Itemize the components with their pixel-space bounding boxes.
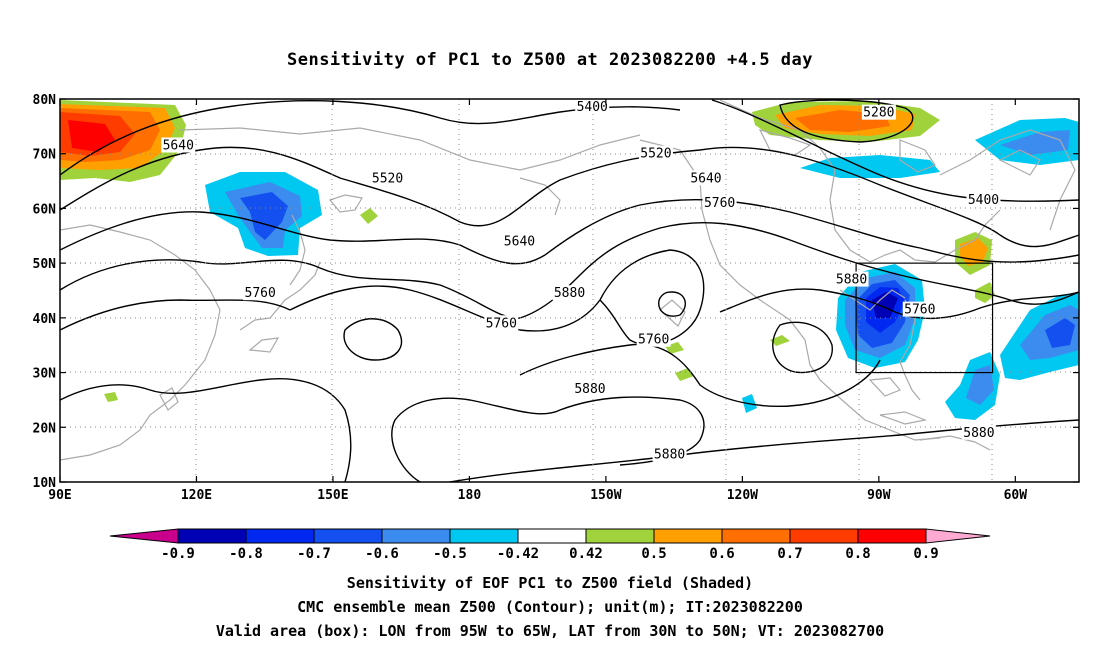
latitude-labels: 80N 70N 60N 50N 40N 30N 20N 10N: [33, 93, 57, 491]
svg-text:5880: 5880: [963, 426, 994, 441]
svg-text:5640: 5640: [504, 234, 535, 249]
contour-label: 5760: [702, 194, 737, 211]
contour-label: 5760: [636, 331, 671, 348]
colorbar-labels: -0.9 -0.8 -0.7 -0.6 -0.5 -0.42 0.42 0.5 0.6 0.7 0.…: [161, 546, 939, 562]
contour-label: 5760: [902, 301, 937, 318]
longitude-label: 180: [458, 488, 482, 503]
contour-label: 5640: [502, 233, 537, 249]
footer-contour-caption: CMC ensemble mean Z500 (Contour); unit(m…: [297, 598, 803, 616]
colorbar-label: -0.42: [497, 546, 539, 562]
contour-label: 5760: [484, 315, 519, 331]
latitude-label: 50N: [33, 257, 57, 272]
latitude-label: 60N: [33, 202, 57, 217]
valid-area-box: [855, 262, 994, 374]
colorbar-label: -0.7: [297, 546, 331, 562]
latitude-label: 80N: [33, 93, 57, 108]
colorbar-box: [245, 528, 315, 544]
colorbar-label: 0.9: [913, 546, 938, 562]
contour-label: 5400: [966, 192, 1001, 208]
footer-valid-area-caption: Valid area (box): LON from 95W to 65W, L…: [215, 622, 885, 640]
colorbar-box: [177, 528, 247, 544]
colorbar-label: -0.6: [365, 546, 399, 562]
latitude-label: 10N: [33, 476, 57, 491]
contour-label: 5280: [861, 104, 896, 121]
colorbar-label: 0.8: [845, 546, 870, 562]
colorbar-label: -0.9: [161, 546, 195, 562]
colorbar-box: [585, 528, 655, 544]
map-title: Sensitivity of PC1 to Z500 at 2023082200…: [286, 50, 813, 70]
contour-label: 5880: [834, 271, 869, 288]
svg-text:5400: 5400: [577, 100, 608, 115]
svg-text:5760: 5760: [245, 286, 276, 301]
svg-text:5760: 5760: [704, 196, 735, 211]
colorbar-low-triangle: [109, 528, 179, 544]
latitude-label: 20N: [33, 421, 57, 436]
contour-label: 5880: [572, 380, 607, 397]
longitude-label: 90E: [48, 488, 71, 503]
colorbar-high-triangle: [925, 528, 991, 544]
svg-text:5880: 5880: [836, 273, 867, 288]
contour-label: 5640: [161, 137, 196, 154]
colorbar-label: 0.5: [641, 546, 666, 562]
svg-text:5640: 5640: [690, 171, 721, 186]
latitude-label: 30N: [33, 367, 57, 382]
contour-label: 5880: [961, 424, 996, 441]
svg-text:5280: 5280: [863, 106, 894, 121]
longitude-label: 150E: [317, 488, 348, 503]
latitude-label: 40N: [33, 312, 57, 327]
contour-label: 5520: [638, 145, 673, 162]
colorbar-box: [449, 528, 519, 544]
z500-contours: [60, 99, 1079, 482]
longitude-label: 120E: [181, 488, 212, 503]
svg-text:5880: 5880: [554, 286, 585, 301]
contour-label: 5760: [243, 285, 278, 301]
colorbar-box: [857, 528, 927, 544]
svg-text:5520: 5520: [640, 147, 671, 162]
svg-text:5760: 5760: [638, 333, 669, 348]
longitude-label: 60W: [1004, 488, 1028, 503]
colorbar-box: [721, 528, 791, 544]
colorbar-label: -0.5: [433, 546, 467, 562]
colorbar-boxes: [177, 528, 927, 544]
longitude-label: 120W: [727, 488, 758, 503]
footer-shading-caption: Sensitivity of EOF PC1 to Z500 field (Sh…: [346, 574, 754, 592]
svg-text:5880: 5880: [654, 448, 685, 463]
svg-text:5760: 5760: [486, 316, 517, 331]
colorbar-label: 0.6: [709, 546, 734, 562]
colorbar-label: 0.42: [569, 546, 603, 562]
contour-label: 5640: [688, 170, 723, 186]
axis-ticks: [59, 98, 1079, 483]
contour-label: 5520: [370, 170, 405, 186]
colorbar-box: [653, 528, 723, 544]
contour-label: 5400: [575, 99, 610, 115]
contour-labels: 5400 5280 5640 5520 5640 5520 5760 5400 5640 5760…: [161, 99, 1001, 463]
colorbar-label: 0.7: [777, 546, 802, 562]
svg-text:5640: 5640: [163, 139, 194, 154]
longitude-label: 90W: [867, 488, 891, 503]
colorbar-box: [789, 528, 859, 544]
sensitivity-map: 5400 5280 5640 5520 5640 5520 5760 5400 5640 5760…: [33, 93, 1080, 503]
longitude-label: 150W: [590, 488, 621, 503]
latitude-label: 70N: [33, 148, 57, 163]
map-frame: [59, 98, 1080, 483]
contour-label: 5880: [552, 285, 587, 301]
colorbar-box: [381, 528, 451, 544]
colorbar-label: -0.8: [229, 546, 263, 562]
colorbar-box: [313, 528, 383, 544]
svg-text:5400: 5400: [968, 193, 999, 208]
contour-label: 5880: [652, 446, 687, 463]
longitude-labels: 90E 120E 150E 180 150W 120W 90W 60W: [48, 488, 1027, 503]
colorbar: -0.9 -0.8 -0.7 -0.6 -0.5 -0.42 0.42 0.5 0.6 0.7 0.…: [109, 528, 991, 562]
svg-text:5520: 5520: [372, 171, 403, 186]
colorbar-box: [517, 528, 587, 544]
svg-text:5880: 5880: [574, 382, 605, 397]
svg-text:5760: 5760: [904, 303, 935, 318]
